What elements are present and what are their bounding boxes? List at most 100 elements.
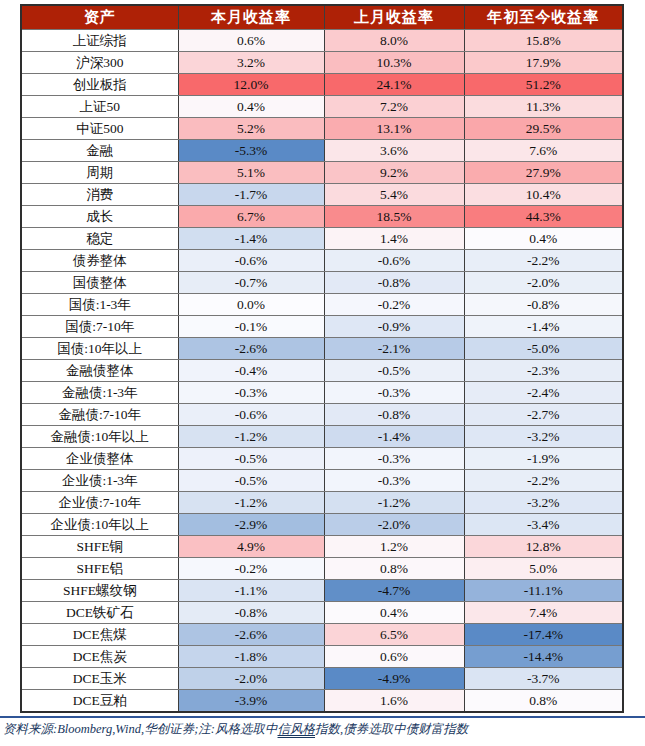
return-value-cell: -2.6% xyxy=(178,624,324,646)
asset-label: 成长 xyxy=(21,206,178,228)
return-value-cell: -17.4% xyxy=(464,624,623,646)
return-value-cell: -3.2% xyxy=(464,426,623,448)
table-row: 周期5.1%9.2%27.9% xyxy=(21,162,623,184)
table-row: 上证综指0.6%8.0%15.8% xyxy=(21,30,623,52)
return-value-cell: -1.4% xyxy=(324,426,464,448)
return-value-cell: 5.2% xyxy=(178,118,324,140)
return-value-cell: -2.0% xyxy=(178,668,324,690)
asset-label: 国债:10年以上 xyxy=(21,338,178,360)
return-value-cell: -3.7% xyxy=(464,668,623,690)
return-value-cell: 12.0% xyxy=(178,74,324,96)
table-row: 创业板指12.0%24.1%51.2% xyxy=(21,74,623,96)
return-value-cell: 17.9% xyxy=(464,52,623,74)
return-value-cell: 10.3% xyxy=(324,52,464,74)
asset-label: SHFE螺纹钢 xyxy=(21,580,178,602)
return-value-cell: -0.6% xyxy=(324,250,464,272)
asset-label: DCE焦煤 xyxy=(21,624,178,646)
source-note: 资料来源:Bloomberg,Wind,华创证券;注:风格选取中信风格指数,债券… xyxy=(3,721,643,738)
table-row: 金融债:10年以上-1.2%-1.4%-3.2% xyxy=(21,426,623,448)
table-row: 国债:7-10年-0.1%-0.9%-1.4% xyxy=(21,316,623,338)
return-value-cell: -1.4% xyxy=(464,316,623,338)
return-value-cell: 13.1% xyxy=(324,118,464,140)
table-row: DCE焦炭-1.8%0.6%-14.4% xyxy=(21,646,623,668)
return-value-cell: 11.3% xyxy=(464,96,623,118)
asset-label: 上证综指 xyxy=(21,30,178,52)
header-row: 资产 本月收益率 上月收益率 年初至今收益率 xyxy=(21,5,623,30)
return-value-cell: -0.8% xyxy=(324,404,464,426)
asset-label: 金融债:7-10年 xyxy=(21,404,178,426)
asset-label: 金融债整体 xyxy=(21,360,178,382)
table-row: 国债:10年以上-2.6%-2.1%-5.0% xyxy=(21,338,623,360)
return-value-cell: -1.2% xyxy=(178,492,324,514)
col-header-asset: 资产 xyxy=(21,5,178,30)
asset-label: 企业债:10年以上 xyxy=(21,514,178,536)
return-value-cell: 5.4% xyxy=(324,184,464,206)
return-value-cell: -1.8% xyxy=(178,646,324,668)
return-value-cell: -4.9% xyxy=(324,668,464,690)
return-value-cell: -1.2% xyxy=(178,426,324,448)
col-header-this-month: 本月收益率 xyxy=(178,5,324,30)
return-value-cell: -1.4% xyxy=(178,228,324,250)
return-value-cell: 9.2% xyxy=(324,162,464,184)
asset-label: SHFE铝 xyxy=(21,558,178,580)
return-value-cell: -3.2% xyxy=(464,492,623,514)
return-value-cell: -14.4% xyxy=(464,646,623,668)
asset-label: 国债:1-3年 xyxy=(21,294,178,316)
table-row: SHFE螺纹钢-1.1%-4.7%-11.1% xyxy=(21,580,623,602)
table-row: 企业债:7-10年-1.2%-1.2%-3.2% xyxy=(21,492,623,514)
return-value-cell: -0.6% xyxy=(178,250,324,272)
return-value-cell: -0.5% xyxy=(178,470,324,492)
return-value-cell: -0.1% xyxy=(178,316,324,338)
return-value-cell: -2.7% xyxy=(464,404,623,426)
return-value-cell: 1.4% xyxy=(324,228,464,250)
return-value-cell: 3.6% xyxy=(324,140,464,162)
table-row: 金融债:1-3年-0.3%-0.3%-2.4% xyxy=(21,382,623,404)
return-value-cell: -1.7% xyxy=(178,184,324,206)
return-value-cell: -1.9% xyxy=(464,448,623,470)
return-value-cell: -0.5% xyxy=(178,448,324,470)
return-value-cell: 4.9% xyxy=(178,536,324,558)
return-value-cell: 0.0% xyxy=(178,294,324,316)
return-value-cell: -2.2% xyxy=(464,250,623,272)
return-value-cell: 0.4% xyxy=(178,96,324,118)
return-value-cell: -0.7% xyxy=(178,272,324,294)
return-value-cell: -0.3% xyxy=(178,382,324,404)
return-value-cell: 44.3% xyxy=(464,206,623,228)
return-value-cell: -2.3% xyxy=(464,360,623,382)
return-value-cell: 29.5% xyxy=(464,118,623,140)
return-value-cell: 5.0% xyxy=(464,558,623,580)
table-row: 中证5005.2%13.1%29.5% xyxy=(21,118,623,140)
return-value-cell: 3.2% xyxy=(178,52,324,74)
return-value-cell: -11.1% xyxy=(464,580,623,602)
table-row: 消费-1.7%5.4%10.4% xyxy=(21,184,623,206)
table-row: 企业债整体-0.5%-0.3%-1.9% xyxy=(21,448,623,470)
table-row: DCE铁矿石-0.8%0.4%7.4% xyxy=(21,602,623,624)
table-row: DCE豆粕-3.9%1.6%0.8% xyxy=(21,690,623,713)
table-row: SHFE铜4.9%1.2%12.8% xyxy=(21,536,623,558)
asset-label: 上证50 xyxy=(21,96,178,118)
return-value-cell: -3.4% xyxy=(464,514,623,536)
asset-label: 中证500 xyxy=(21,118,178,140)
return-value-cell: 8.0% xyxy=(324,30,464,52)
return-value-cell: -0.4% xyxy=(178,360,324,382)
return-value-cell: -0.3% xyxy=(324,470,464,492)
return-value-cell: 7.4% xyxy=(464,602,623,624)
asset-label: 创业板指 xyxy=(21,74,178,96)
asset-label: 债券整体 xyxy=(21,250,178,272)
table-row: DCE焦煤-2.6%6.5%-17.4% xyxy=(21,624,623,646)
return-value-cell: 6.7% xyxy=(178,206,324,228)
asset-label: 消费 xyxy=(21,184,178,206)
table-row: 企业债:10年以上-2.9%-2.0%-3.4% xyxy=(21,514,623,536)
asset-label: DCE铁矿石 xyxy=(21,602,178,624)
col-header-ytd: 年初至今收益率 xyxy=(464,5,623,30)
source-note-pre: 资料来源:Bloomberg,Wind,华创证券;注:风格选取中 xyxy=(3,722,278,736)
table-row: 成长6.7%18.5%44.3% xyxy=(21,206,623,228)
return-value-cell: 0.8% xyxy=(324,558,464,580)
return-value-cell: -2.0% xyxy=(324,514,464,536)
return-value-cell: -3.9% xyxy=(178,690,324,713)
return-value-cell: -0.3% xyxy=(324,448,464,470)
return-value-cell: 51.2% xyxy=(464,74,623,96)
return-value-cell: 12.8% xyxy=(464,536,623,558)
asset-label: 国债:7-10年 xyxy=(21,316,178,338)
table-row: 金融-5.3%3.6%7.6% xyxy=(21,140,623,162)
